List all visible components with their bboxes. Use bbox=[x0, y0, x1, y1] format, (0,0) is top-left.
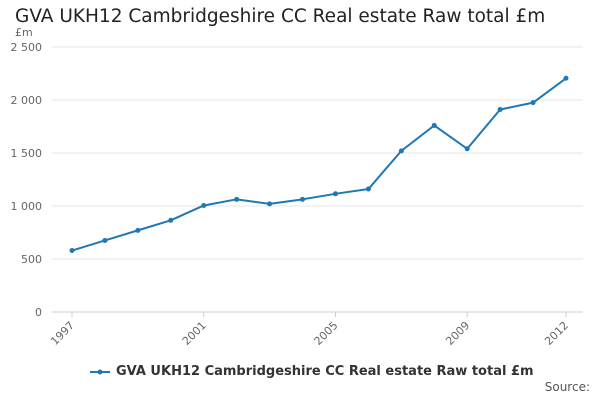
data-point[interactable] bbox=[234, 196, 240, 202]
data-point[interactable] bbox=[332, 191, 338, 197]
x-axis-ticks: 1997 2001 2005 2009 2012 bbox=[48, 312, 571, 348]
legend-label: GVA UKH12 Cambridgeshire CC Real estate … bbox=[116, 364, 534, 379]
data-point[interactable] bbox=[168, 217, 174, 223]
data-point[interactable] bbox=[431, 122, 437, 128]
y-tick-label: 1 500 bbox=[11, 147, 43, 160]
data-point[interactable] bbox=[398, 148, 404, 154]
y-tick-label: 2 000 bbox=[11, 94, 43, 107]
data-point[interactable] bbox=[530, 100, 536, 106]
series-layer bbox=[69, 75, 569, 254]
data-point[interactable] bbox=[300, 196, 306, 202]
data-point[interactable] bbox=[464, 146, 470, 152]
x-tick-label: 2009 bbox=[443, 319, 472, 348]
data-point[interactable] bbox=[102, 237, 108, 243]
data-point[interactable] bbox=[563, 75, 569, 81]
y-axis-unit-label: £m bbox=[15, 26, 33, 39]
y-tick-label: 2 500 bbox=[11, 41, 43, 54]
x-tick-label: 2005 bbox=[312, 319, 341, 348]
x-tick-label: 2012 bbox=[542, 319, 571, 348]
y-tick-label: 0 bbox=[35, 306, 42, 319]
legend[interactable]: GVA UKH12 Cambridgeshire CC Real estate … bbox=[90, 364, 534, 379]
data-point[interactable] bbox=[69, 248, 75, 254]
series-line[interactable] bbox=[71, 77, 567, 252]
legend-swatch bbox=[90, 369, 110, 374]
data-point[interactable] bbox=[135, 227, 141, 233]
y-tick-label: 1 000 bbox=[11, 200, 43, 213]
x-tick-label: 2001 bbox=[180, 319, 209, 348]
gridlines bbox=[52, 46, 583, 313]
data-point[interactable] bbox=[267, 201, 273, 207]
y-axis-ticks: 0 500 1 000 1 500 2 000 2 500 bbox=[11, 41, 43, 319]
x-tick-label: 1997 bbox=[48, 319, 77, 348]
y-tick-label: 500 bbox=[21, 253, 42, 266]
data-point[interactable] bbox=[201, 202, 207, 208]
source-label[interactable]: Source: bbox=[544, 380, 590, 394]
data-point[interactable] bbox=[365, 186, 371, 192]
chart-title: GVA UKH12 Cambridgeshire CC Real estate … bbox=[15, 6, 546, 27]
data-point[interactable] bbox=[497, 107, 503, 113]
